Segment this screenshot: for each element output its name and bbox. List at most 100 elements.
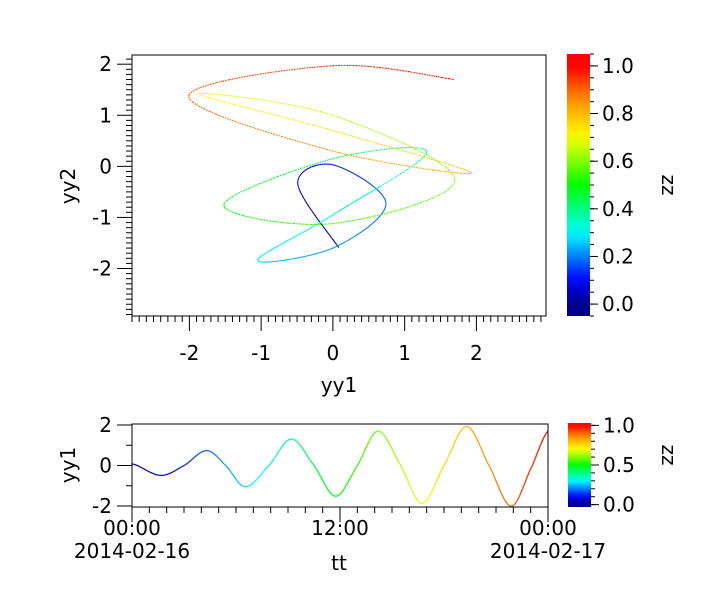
yy1-segment	[368, 440, 371, 443]
yy1-segment	[382, 433, 385, 436]
trajectory-segment	[295, 257, 300, 259]
yy1-segment	[305, 454, 308, 457]
top-colorbar	[567, 54, 590, 316]
trajectory-segment	[209, 111, 216, 115]
colorbar-tick-label: 0.5	[603, 453, 635, 477]
trajectory-segment	[374, 218, 378, 222]
trajectory-segment	[313, 145, 321, 149]
trajectory-segment	[280, 241, 285, 245]
trajectory-segment	[376, 216, 380, 220]
yy1-segment	[418, 500, 420, 503]
yy1-segment	[344, 486, 347, 489]
yy1-segment	[477, 440, 480, 444]
trajectory-segment	[344, 240, 348, 243]
yy1-segment	[453, 440, 456, 444]
yy1-segment	[146, 469, 148, 472]
trajectory-segment	[426, 168, 434, 171]
trajectory-segment	[329, 247, 334, 250]
yy1-segment	[427, 496, 430, 499]
trajectory-segment	[433, 169, 441, 172]
trajectory-segment	[381, 161, 390, 164]
trajectory-segment	[395, 173, 401, 178]
yy1-segment	[305, 452, 308, 455]
trajectory-segment	[366, 158, 375, 161]
yy1-segment	[542, 438, 545, 441]
yy1-segment	[469, 427, 472, 430]
yy1-segment	[231, 473, 234, 476]
yy1-segment	[517, 496, 520, 499]
trajectory-segment	[222, 79, 230, 82]
trajectory-segment	[344, 204, 350, 208]
trajectory-segment	[373, 141, 382, 146]
trajectory-segment	[332, 150, 340, 154]
yy1-segment	[184, 463, 187, 466]
trajectory-segment	[300, 172, 303, 175]
trajectory-segment	[317, 221, 322, 225]
trajectory-segment	[361, 217, 369, 220]
yy1-segment	[521, 488, 524, 491]
trajectory-segment	[198, 93, 201, 96]
yy1-segment	[350, 474, 353, 477]
trajectory-segment	[388, 146, 397, 150]
trajectory-segment	[399, 170, 405, 175]
trajectory-segment	[241, 105, 249, 109]
yy1-segment	[301, 446, 304, 450]
trajectory-segment	[469, 171, 472, 173]
trajectory-segment	[373, 66, 380, 69]
trajectory-segment	[341, 241, 345, 245]
trajectory-segment	[279, 102, 287, 105]
yy1-segment	[541, 439, 544, 442]
yy1-segment	[229, 469, 232, 472]
yy1-segment	[504, 499, 507, 503]
trajectory-segment	[408, 71, 414, 74]
trajectory-segment	[236, 95, 243, 98]
trajectory-segment	[451, 171, 457, 174]
yy1-segment	[271, 460, 274, 463]
yy1-segment	[462, 427, 465, 429]
trajectory-segment	[269, 220, 276, 223]
trajectory-segment	[340, 206, 346, 211]
trajectory-segment	[202, 95, 206, 98]
yy1-segment	[298, 443, 301, 446]
trajectory-segment	[359, 156, 367, 160]
trajectory-segment	[231, 211, 236, 214]
yy1-segment	[269, 462, 272, 465]
yy1-segment	[390, 447, 393, 450]
trajectory-segment	[372, 149, 378, 152]
trajectory-segment	[249, 185, 255, 189]
yy1-segment	[522, 485, 525, 489]
yy1-segment	[538, 445, 541, 448]
trajectory-segment	[370, 183, 374, 187]
trajectory-segment	[314, 164, 318, 167]
trajectory-segment	[258, 218, 265, 221]
trajectory-segment	[192, 101, 197, 105]
trajectory-segment	[411, 152, 420, 156]
trajectory-segment	[331, 237, 334, 241]
yy1-segment	[532, 462, 535, 465]
trajectory-segment	[322, 225, 326, 230]
yy1-segment	[136, 464, 139, 467]
trajectory-segment	[356, 152, 362, 155]
trajectory-segment	[299, 121, 308, 124]
trajectory-segment	[258, 257, 261, 260]
yy1-segment	[319, 475, 322, 479]
trajectory-segment	[426, 197, 433, 202]
yy1-segment	[294, 439, 297, 442]
trajectory-segment	[351, 152, 357, 156]
yy1-segment	[409, 486, 412, 490]
yy1-segment	[325, 485, 328, 488]
yy1-segment	[221, 461, 223, 463]
trajectory-segment	[235, 191, 241, 196]
yy1-segment	[494, 479, 498, 483]
trajectory-segment	[279, 259, 284, 262]
yy1-segment	[483, 455, 486, 459]
trajectory-segment	[426, 157, 434, 161]
trajectory-segment	[381, 143, 390, 148]
yy1-segment	[460, 429, 463, 432]
x-tick-time-label: 00:00	[519, 516, 577, 540]
trajectory-segment	[288, 237, 293, 241]
trajectory-segment	[275, 70, 284, 73]
trajectory-segment	[422, 148, 425, 150]
yy1-segment	[398, 461, 401, 465]
trajectory-segment	[204, 108, 211, 113]
